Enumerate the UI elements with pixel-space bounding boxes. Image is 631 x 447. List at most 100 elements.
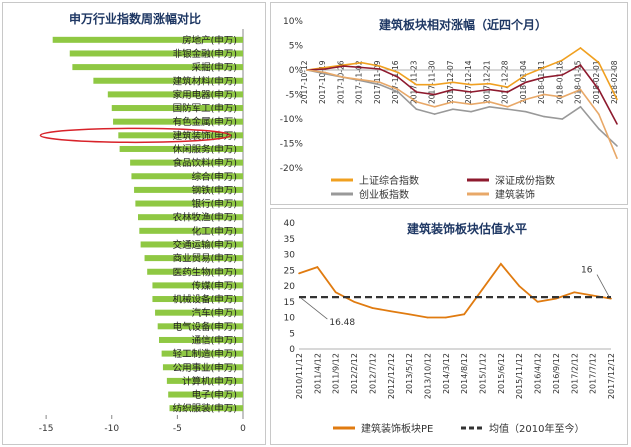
bar (138, 214, 243, 221)
annotation-label: 16 (581, 266, 593, 276)
series-line (306, 69, 618, 147)
data-point (561, 59, 564, 61)
data-point (543, 115, 545, 118)
x-tick-label: 2012/12/12 (387, 353, 396, 399)
category-label: 银行(申万) (192, 198, 237, 210)
data-point (452, 108, 454, 110)
data-point (488, 82, 491, 85)
x-tick-label: 2017-12-21 (482, 60, 491, 104)
series-line (306, 64, 618, 125)
bar (69, 50, 243, 57)
bar (52, 36, 243, 43)
data-point (433, 83, 436, 86)
relative-change-panel: 建筑板块相对涨幅（近四个月） -20% -15% -10% -5% 0% 5% 10% 2017… (270, 2, 628, 205)
x-tick-label: 2010/11/12 (295, 353, 304, 399)
x-tick-label: 2018-02-01 (592, 60, 601, 104)
data-point (616, 98, 618, 101)
bar (155, 309, 243, 316)
data-point (616, 145, 618, 147)
x-tick-label: 2017-10-19 (318, 60, 327, 104)
x-tick-label: 2017-10-12 (300, 60, 309, 104)
category-label: 有色金属(申万) (173, 116, 237, 128)
data-point (342, 65, 345, 67)
data-point (525, 98, 527, 101)
data-point (525, 74, 527, 76)
data-point (298, 272, 300, 275)
data-point (433, 105, 436, 108)
category-label: 电气设备(申万) (173, 321, 237, 333)
category-label: 交通运输(申万) (173, 239, 237, 251)
data-point (397, 91, 399, 93)
category-label: 国防军工(申万) (173, 103, 237, 115)
data-point (452, 101, 454, 103)
y-tick-label: 10 (284, 314, 296, 324)
x-tick-label: 2013/5/12 (405, 353, 414, 394)
data-point (573, 291, 576, 294)
valuation-panel: 建筑装饰板块估值水平 0 5 10 15 20 25 30 35 40 2010/11/12 2011… (270, 208, 628, 445)
annotation-label: 16.48 (329, 318, 355, 328)
x-tick-label: 2016/4/12 (534, 353, 543, 394)
y-tick-label: 35 (284, 235, 295, 245)
data-point (379, 83, 381, 86)
bar (169, 405, 243, 412)
x-tick-label: 2017-10-26 (336, 60, 345, 104)
data-point (415, 101, 418, 103)
data-point (452, 88, 454, 91)
data-point (445, 316, 447, 319)
data-point (353, 300, 355, 303)
category-label: 传媒(申万) (192, 280, 237, 292)
y-tick-label: -10% (280, 115, 304, 125)
x-tick-label: 2018-01-18 (555, 60, 564, 104)
bar (93, 77, 243, 84)
valuation-chart: 建筑装饰板块估值水平 0 5 10 15 20 25 30 35 40 2010/11/12 2011… (284, 219, 616, 435)
x-tick-label: 2017-11-02 (355, 60, 364, 104)
bar (111, 105, 243, 112)
category-label: 机械设备(申万) (173, 294, 237, 306)
data-point (579, 64, 582, 66)
data-point (506, 105, 509, 108)
category-label: 汽车(申万) (192, 307, 237, 319)
y-tick-label: 15 (284, 298, 295, 308)
data-point (360, 79, 363, 81)
x-tick-label: 2011/4/12 (313, 353, 322, 394)
data-point (591, 294, 594, 297)
data-point (506, 86, 509, 88)
data-point (543, 93, 545, 96)
x-tick-label: 2015/1/12 (479, 353, 488, 394)
bar (72, 64, 243, 71)
data-point (452, 81, 454, 84)
y-tick-label: 40 (284, 219, 296, 229)
data-point (470, 83, 472, 86)
bar (131, 173, 243, 180)
category-label: 非银金融(申万) (173, 48, 237, 60)
bar (107, 91, 243, 98)
data-point (334, 291, 337, 294)
category-label: 电子(申万) (192, 389, 237, 401)
bar (152, 282, 243, 289)
bar (162, 364, 243, 371)
data-point (543, 76, 545, 79)
data-point (379, 65, 381, 67)
data-point (506, 91, 509, 93)
category-label: 家用电器(申万) (173, 89, 237, 101)
y-tick-label: 10% (283, 17, 303, 27)
series-line (298, 262, 612, 319)
x-tick-label: 2017/7/12 (589, 353, 598, 394)
data-point (561, 74, 564, 76)
data-point (415, 83, 418, 86)
x-tick-label: 2012/2/12 (350, 353, 359, 394)
data-point (579, 88, 582, 91)
data-point (488, 101, 491, 103)
data-point (408, 313, 410, 316)
x-tick-label: 2012/7/12 (368, 353, 377, 394)
data-point (379, 81, 381, 84)
data-point (597, 128, 600, 130)
y-tick-label: 5% (289, 42, 304, 52)
data-point (397, 71, 399, 74)
x-tick-label: 2017-12-28 (501, 60, 510, 104)
data-point (463, 313, 465, 316)
legend-label: 均值（2010年至今） (489, 422, 584, 435)
bar (157, 323, 243, 330)
data-point (579, 47, 582, 49)
